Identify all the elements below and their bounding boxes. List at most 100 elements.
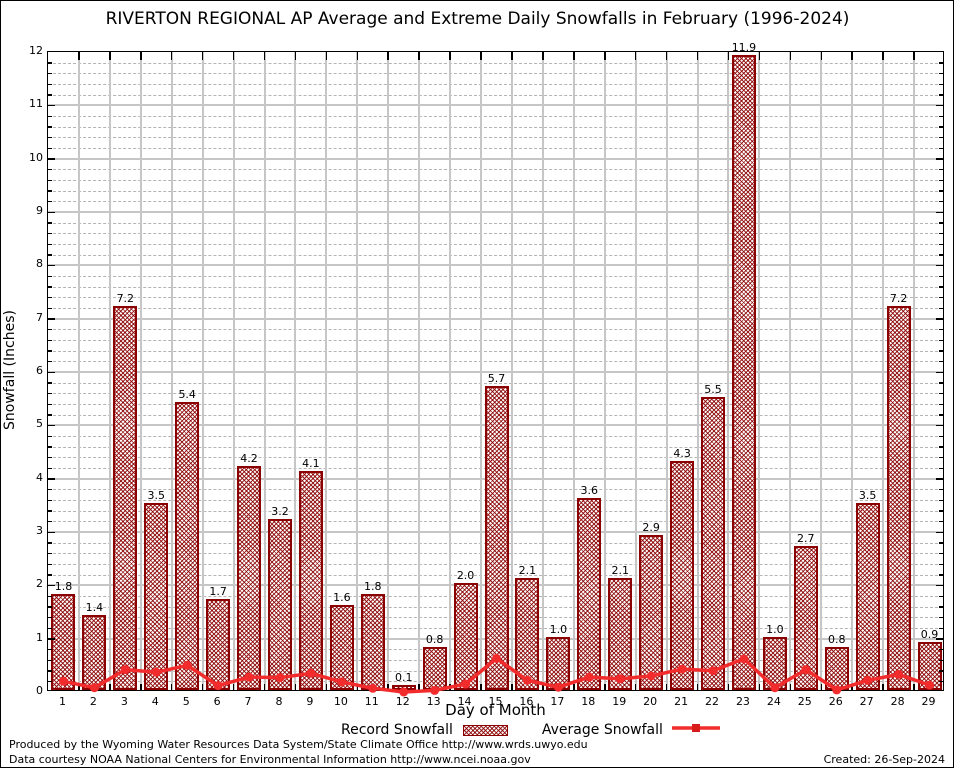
bar-day-15 [484,386,509,690]
tick-y-left [48,563,52,565]
gridline-minor [48,62,943,64]
tick-y-right [936,371,943,373]
tick-bottom [356,684,359,690]
tick-y-left [48,680,52,683]
gridline-vertical [325,52,328,690]
gridline-minor [48,329,943,331]
tick-y-right [939,115,943,117]
tick-top [727,52,730,60]
x-tick-label: 11 [364,695,379,708]
bar-day-28 [886,306,911,690]
tick-y-left [48,574,52,576]
tick-top [232,52,235,60]
chart-title: RIVERTON REGIONAL AP Average and Extreme… [105,9,850,29]
tick-y-right [939,659,943,661]
average-point-day-29 [925,680,934,690]
bar-value-label: 5.4 [178,388,196,401]
bar-value-label: 5.7 [487,372,506,385]
tick-y-left [48,243,52,245]
bar-day-7 [237,466,262,690]
gridline-minor [48,180,943,181]
x-tick-label: 20 [643,695,658,708]
gridline-vertical [201,52,204,690]
tick-y-right [939,307,943,309]
average-point-day-20 [646,671,656,681]
bar-value-label: 0.8 [827,633,846,647]
y-tick-label: 1 [36,630,43,644]
tick-y-left [48,467,52,469]
tick-y-left [48,136,52,139]
gridline-minor [48,126,943,128]
x-tick-label: 4 [151,695,159,708]
gridline-vertical [634,52,637,690]
tick-y-left [48,222,52,224]
average-point-day-15 [492,653,501,663]
gridline-minor [48,297,943,299]
x-tick-label: 9 [306,695,314,708]
tick-top [263,52,266,60]
tick-y-left [48,435,52,437]
gridline-major [48,211,943,213]
average-point-day-28 [894,669,904,679]
tick-y-right [939,200,943,203]
tick-y-left [48,94,52,96]
tick-y-right [939,126,943,128]
x-tick-label: 6 [213,695,221,708]
tick-y-right [939,510,943,512]
tick-y-left [48,371,55,373]
bar-day-21 [670,460,695,690]
gridline-minor [48,190,943,192]
average-point-day-4 [151,667,161,677]
tick-y-right [939,670,943,672]
tick-bottom [387,684,389,690]
tick-y-right [939,488,943,491]
gridline-vertical [387,52,390,690]
tick-y-right [939,435,943,437]
tick-bottom [480,684,482,690]
tick-bottom [913,684,915,690]
legend-average-label: Average Snowfall [541,722,663,738]
tick-top [325,52,328,60]
tick-y-right [939,552,943,555]
tick-y-right [939,403,943,405]
bar-value-label: 4.3 [673,446,691,460]
gridline-major [48,104,943,107]
tick-y-left [48,392,52,395]
gridline-minor [48,233,943,235]
tick-y-left [48,552,52,555]
x-tick-label: 27 [859,695,874,708]
x-tick-label: 10 [333,695,348,708]
tick-bottom [263,684,266,690]
tick-bottom [820,684,823,690]
tick-y-left [48,104,55,107]
bar-day-9 [298,471,323,690]
tick-top [542,52,544,60]
attribution-line-1: Produced by the Wyoming Water Resources … [9,738,588,751]
gridline-minor [48,286,943,288]
average-point-day-19 [615,674,625,684]
tick-bottom [294,684,297,690]
average-point-day-27 [863,675,873,685]
plot-area: 1.8 1.4 7.2 3.5 5.4 1.7 4.2 3.2 4.1 1.6 1.8 0.1 0.8 2… [47,41,944,697]
tick-bottom [573,684,575,690]
average-point-day-6 [213,681,223,691]
tick-y-right [939,446,943,448]
y-axis-tick-labels: 0 1 2 3 4 5 6 7 8 9 10 11 12 [9,44,43,697]
tick-y-left [48,414,52,416]
tick-y-right [939,243,943,245]
tick-y-right [939,563,943,565]
tick-bottom [170,684,173,690]
tick-y-right [939,456,943,459]
attribution-line-2: Data courtesy NOAA National Centers for … [9,753,531,766]
x-tick-label: 13 [426,695,441,708]
tick-top [665,52,668,60]
bar-day-4 [144,503,169,690]
x-tick-label: 12 [395,695,410,708]
bar-value-label: 1.0 [549,622,568,636]
bar-value-label: 2.0 [456,569,475,583]
average-point-day-17 [553,682,563,692]
tick-y-left [48,318,55,320]
tick-y-right [939,83,943,85]
bar-value-label: 2.7 [797,532,815,545]
x-tick-label: 2 [89,695,97,708]
